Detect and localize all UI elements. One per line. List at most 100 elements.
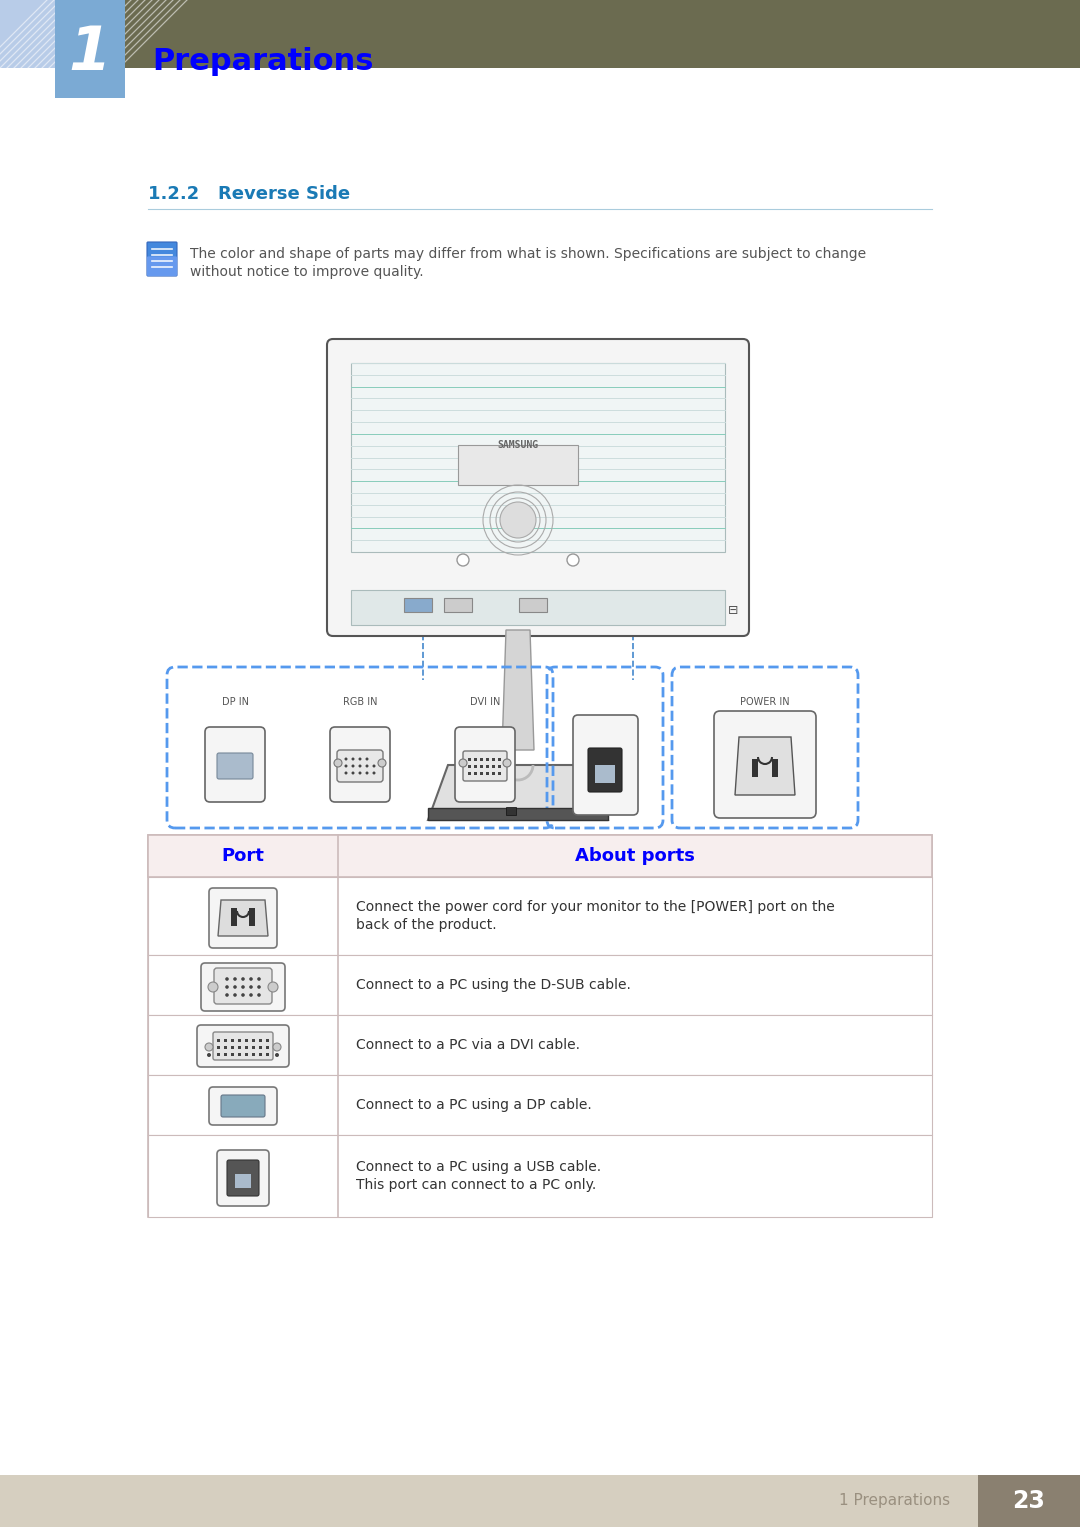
- Bar: [230, 1046, 233, 1049]
- FancyBboxPatch shape: [330, 727, 390, 802]
- FancyBboxPatch shape: [205, 727, 265, 802]
- Bar: [474, 765, 476, 768]
- Bar: [252, 1038, 255, 1041]
- Text: 1 Preparations: 1 Preparations: [839, 1493, 950, 1509]
- Circle shape: [459, 759, 467, 767]
- Circle shape: [359, 771, 362, 774]
- Bar: [266, 1054, 269, 1057]
- Bar: [498, 757, 500, 760]
- Bar: [772, 759, 778, 777]
- Bar: [468, 757, 471, 760]
- FancyBboxPatch shape: [714, 712, 816, 818]
- Bar: [238, 1054, 241, 1057]
- Bar: [519, 599, 546, 612]
- FancyBboxPatch shape: [197, 1025, 289, 1067]
- Text: Port: Port: [221, 847, 265, 864]
- Bar: [230, 1054, 233, 1057]
- Text: DVI IN: DVI IN: [470, 696, 500, 707]
- Text: RGB IN: RGB IN: [342, 696, 377, 707]
- Bar: [224, 1054, 227, 1057]
- Circle shape: [334, 759, 342, 767]
- Bar: [235, 1174, 251, 1188]
- Circle shape: [257, 985, 260, 989]
- Bar: [0, 0, 95, 69]
- Circle shape: [345, 757, 348, 760]
- Circle shape: [205, 1043, 213, 1051]
- Bar: [480, 757, 483, 760]
- Circle shape: [351, 765, 354, 768]
- Text: Connect to a PC via a DVI cable.: Connect to a PC via a DVI cable.: [356, 1038, 580, 1052]
- Bar: [148, 954, 932, 1015]
- Text: ⊟: ⊟: [728, 603, 739, 617]
- FancyBboxPatch shape: [213, 1032, 273, 1060]
- Bar: [498, 773, 500, 774]
- Bar: [224, 1046, 227, 1049]
- FancyBboxPatch shape: [217, 1150, 269, 1206]
- Bar: [474, 773, 476, 774]
- Bar: [252, 1046, 255, 1049]
- Text: Preparations: Preparations: [152, 47, 374, 76]
- Circle shape: [268, 982, 278, 993]
- Circle shape: [500, 502, 536, 538]
- Bar: [468, 765, 471, 768]
- Circle shape: [207, 1054, 211, 1057]
- FancyBboxPatch shape: [147, 241, 177, 276]
- Circle shape: [257, 977, 260, 980]
- Bar: [266, 1046, 269, 1049]
- Bar: [0, 1475, 1080, 1527]
- FancyBboxPatch shape: [201, 964, 285, 1011]
- FancyBboxPatch shape: [221, 1095, 265, 1116]
- Text: SAMSUNG: SAMSUNG: [498, 440, 539, 450]
- Bar: [148, 1075, 932, 1135]
- Text: 23: 23: [1013, 1489, 1045, 1513]
- Circle shape: [365, 757, 368, 760]
- FancyBboxPatch shape: [227, 1161, 259, 1196]
- Circle shape: [257, 993, 260, 997]
- Bar: [148, 1135, 932, 1217]
- Text: Connect the power cord for your monitor to the [POWER] port on the: Connect the power cord for your monitor …: [356, 899, 835, 915]
- Circle shape: [351, 771, 354, 774]
- Bar: [216, 1054, 219, 1057]
- Bar: [444, 599, 472, 612]
- Bar: [244, 1046, 247, 1049]
- Bar: [249, 909, 255, 925]
- Bar: [507, 806, 516, 815]
- Bar: [266, 1038, 269, 1041]
- Bar: [595, 765, 615, 783]
- Circle shape: [359, 757, 362, 760]
- Circle shape: [249, 977, 253, 980]
- Bar: [458, 444, 578, 486]
- FancyBboxPatch shape: [337, 750, 383, 782]
- Bar: [238, 1046, 241, 1049]
- Text: without notice to improve quality.: without notice to improve quality.: [190, 266, 423, 279]
- Polygon shape: [218, 899, 268, 936]
- Circle shape: [273, 1043, 281, 1051]
- Bar: [404, 599, 432, 612]
- Circle shape: [226, 993, 229, 997]
- Text: Connect to a PC using a USB cable.: Connect to a PC using a USB cable.: [356, 1161, 602, 1174]
- Bar: [486, 757, 488, 760]
- Bar: [258, 1054, 261, 1057]
- FancyBboxPatch shape: [463, 751, 507, 780]
- FancyBboxPatch shape: [147, 257, 177, 276]
- Bar: [238, 1038, 241, 1041]
- Circle shape: [249, 993, 253, 997]
- Bar: [231, 909, 237, 925]
- Circle shape: [226, 977, 229, 980]
- Circle shape: [241, 993, 245, 997]
- Bar: [148, 1015, 932, 1075]
- Circle shape: [503, 759, 511, 767]
- Bar: [148, 835, 932, 876]
- Bar: [258, 1046, 261, 1049]
- Bar: [486, 773, 488, 774]
- Circle shape: [345, 765, 348, 768]
- Bar: [244, 1038, 247, 1041]
- Polygon shape: [735, 738, 795, 796]
- FancyBboxPatch shape: [588, 748, 622, 793]
- Circle shape: [208, 982, 218, 993]
- Circle shape: [249, 985, 253, 989]
- Bar: [351, 589, 725, 625]
- FancyBboxPatch shape: [210, 889, 276, 948]
- Bar: [486, 765, 488, 768]
- Circle shape: [373, 765, 376, 768]
